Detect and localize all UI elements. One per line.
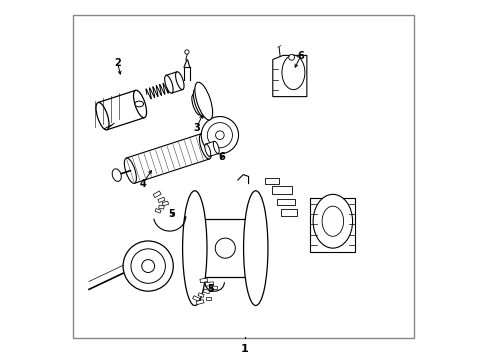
Circle shape (207, 123, 232, 148)
Ellipse shape (194, 89, 207, 117)
Bar (281, 210, 297, 216)
Text: 2: 2 (114, 58, 121, 68)
Circle shape (215, 238, 235, 258)
Text: 3: 3 (193, 123, 200, 133)
Polygon shape (211, 286, 218, 290)
Ellipse shape (199, 134, 212, 159)
Polygon shape (198, 293, 204, 297)
Ellipse shape (96, 103, 109, 130)
Polygon shape (158, 197, 165, 203)
Polygon shape (273, 55, 307, 96)
Ellipse shape (124, 158, 136, 183)
Polygon shape (159, 205, 164, 209)
Text: 4: 4 (140, 179, 146, 189)
Text: 1: 1 (241, 343, 249, 354)
Ellipse shape (112, 169, 122, 181)
Bar (272, 186, 292, 194)
Circle shape (131, 249, 166, 283)
Text: 6: 6 (219, 152, 225, 162)
Polygon shape (126, 134, 210, 183)
Polygon shape (311, 198, 355, 252)
Ellipse shape (165, 75, 173, 93)
Polygon shape (205, 297, 211, 300)
Circle shape (185, 50, 189, 54)
Circle shape (289, 54, 294, 60)
Polygon shape (205, 282, 214, 286)
Ellipse shape (135, 101, 144, 107)
Ellipse shape (244, 191, 268, 306)
Ellipse shape (205, 144, 211, 156)
Circle shape (123, 241, 173, 291)
Bar (195, 220, 256, 277)
Bar (265, 178, 279, 184)
Ellipse shape (322, 206, 343, 236)
Text: 6: 6 (297, 51, 304, 61)
Circle shape (201, 117, 239, 154)
Text: 5: 5 (168, 209, 175, 219)
Text: 5: 5 (208, 284, 214, 294)
Ellipse shape (213, 141, 219, 154)
Ellipse shape (313, 194, 353, 248)
Polygon shape (203, 289, 210, 294)
Polygon shape (196, 300, 204, 305)
Polygon shape (162, 201, 169, 206)
Ellipse shape (192, 94, 201, 115)
Polygon shape (98, 90, 145, 130)
Polygon shape (200, 278, 208, 283)
Circle shape (216, 131, 224, 139)
Bar (277, 199, 295, 205)
Ellipse shape (133, 90, 147, 118)
Polygon shape (166, 72, 183, 93)
Ellipse shape (183, 191, 207, 306)
Polygon shape (193, 296, 200, 301)
Polygon shape (153, 191, 161, 198)
Ellipse shape (195, 82, 213, 120)
Polygon shape (155, 208, 161, 213)
Ellipse shape (282, 55, 305, 90)
Circle shape (142, 260, 155, 273)
Ellipse shape (175, 72, 184, 90)
Polygon shape (206, 141, 218, 156)
